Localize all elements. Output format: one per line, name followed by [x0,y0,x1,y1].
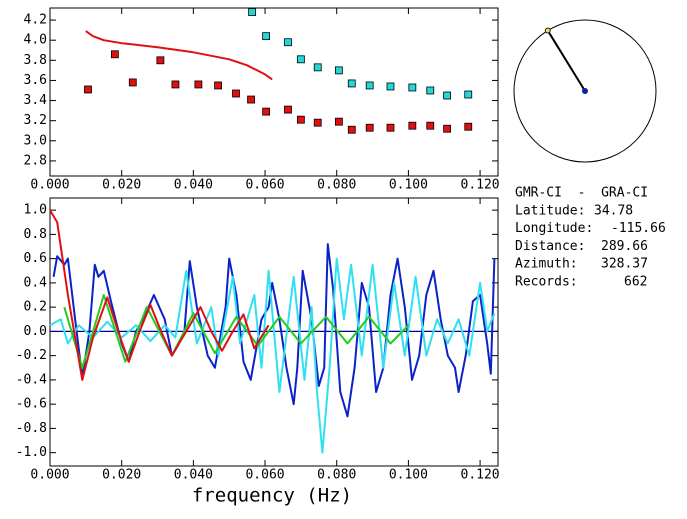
y-tick-label: 0.4 [24,275,48,290]
info-label: Azimuth: [515,257,578,272]
y-tick-label: -0.8 [16,421,47,436]
info-title: GMR-CI - GRA-CI [515,186,648,201]
y-tick-label: 4.0 [24,33,47,48]
x-tick-label: 0.060 [245,468,284,483]
x-tick-label: 0.040 [174,468,213,483]
compass-circle [513,19,657,163]
info-value: 662 [624,274,647,289]
y-tick-label: -0.6 [16,397,47,412]
info-value: -115.66 [611,221,666,236]
x-tick-label: 0.000 [30,178,69,193]
point [464,122,473,131]
azimuth-line [546,30,586,92]
info-label: Records: [515,274,578,289]
point [194,80,203,89]
point [386,123,395,132]
point [171,80,180,89]
point [408,121,417,130]
y-tick-label: 3.8 [24,53,47,68]
info-label: Latitude: [515,204,585,219]
point [426,86,435,95]
info-value: 289.66 [601,239,648,254]
info-value: 328.37 [601,257,648,272]
point [443,91,452,100]
point [247,95,255,104]
y-tick-label: 1.0 [24,203,47,218]
y-tick-label: 3.4 [24,93,48,108]
point [334,66,343,75]
x-tick-label: 0.060 [245,178,284,193]
x-tick-label: 0.120 [461,468,500,483]
point [426,121,435,130]
x-tick-label: 0.020 [102,178,141,193]
point [347,125,356,134]
point [84,85,92,94]
point [248,8,257,16]
y-tick-label: -0.4 [16,372,47,387]
series-line [63,294,410,369]
point [110,50,119,59]
center-dot [582,88,588,94]
series-line [49,209,270,381]
point [313,63,322,72]
y-tick-label: -1.0 [16,445,47,460]
point [408,83,417,92]
series-line [85,30,273,81]
y-tick-label: 0.6 [24,251,47,266]
point [262,32,271,41]
info-value: 34.78 [594,204,633,219]
x-tick-label: 0.100 [389,468,428,483]
point [347,79,356,88]
y-tick-label: 3.6 [24,73,47,88]
info-label: Distance: [515,239,585,254]
point [334,117,343,126]
y-tick-label: -0.2 [16,348,47,363]
point [284,105,292,114]
x-tick-label: 0.120 [461,178,500,193]
point [262,107,271,116]
x-tick-label: 0.080 [317,178,356,193]
info-label: Longitude: [515,221,593,236]
y-tick-label: 3.2 [24,113,47,128]
point [284,38,292,47]
point [443,124,452,133]
y-tick-label: 0.8 [24,227,47,242]
point [296,55,305,64]
point [296,115,305,124]
y-tick-label: 3.0 [24,133,47,148]
y-tick-label: 0.0 [24,324,47,339]
plot-frame [49,197,499,467]
x-tick-label: 0.040 [174,178,213,193]
y-tick-label: 2.8 [24,153,47,168]
y-tick-label: 4.2 [24,13,47,28]
x-tick-label: 0.020 [102,468,141,483]
x-tick-label: 0.100 [389,178,428,193]
point [313,118,322,127]
station-dot [544,27,551,34]
x-axis-label: frequency (Hz) [192,485,352,507]
point [128,78,137,87]
point [214,81,222,90]
x-tick-label: 0.080 [317,468,356,483]
point [156,56,165,65]
x-tick-label: 0.000 [30,468,69,483]
point [365,123,374,132]
point [386,82,395,91]
plot-frame [49,7,499,177]
point [365,81,374,90]
y-tick-label: 0.2 [24,300,47,315]
point [464,90,473,99]
point [232,89,240,98]
